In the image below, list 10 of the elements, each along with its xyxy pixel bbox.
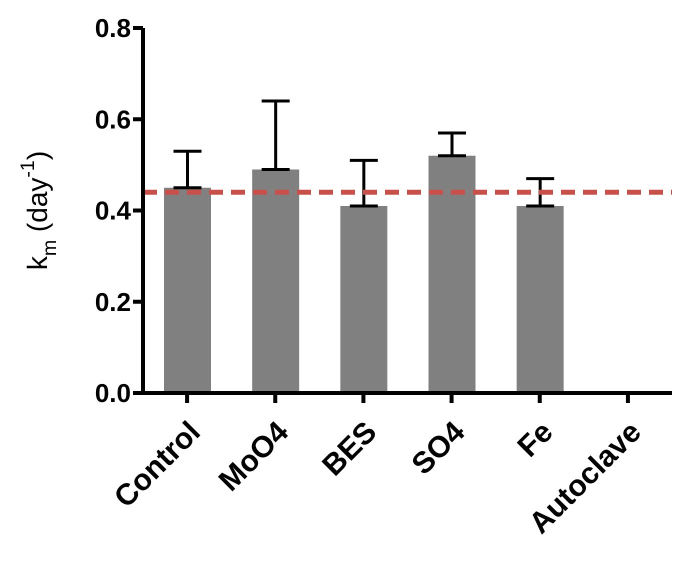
bar (252, 169, 300, 393)
bar (164, 188, 211, 393)
y-tick-label: 0.4 (94, 196, 132, 226)
bar (340, 206, 388, 393)
y-tick-label: 0.2 (94, 286, 131, 317)
y-tick-label: 0.8 (94, 13, 131, 44)
bar (516, 206, 564, 393)
y-tick-label: 0.6 (94, 104, 131, 134)
y-tick-label: 0.0 (94, 378, 131, 408)
bar (428, 156, 476, 393)
